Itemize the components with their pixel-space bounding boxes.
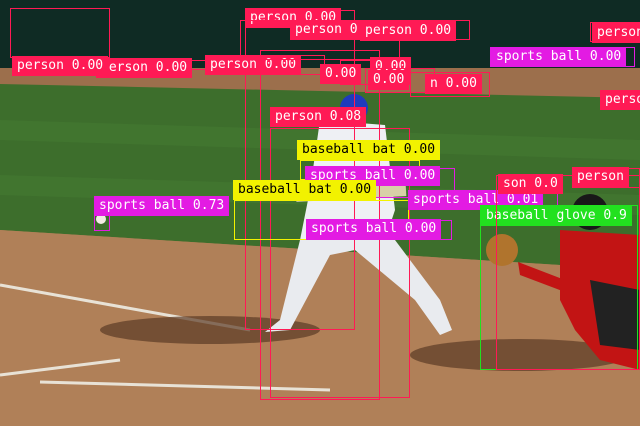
detection-label: baseball bat 0.00 [297, 140, 441, 160]
batter-shadow [100, 316, 320, 344]
detection-label: person 0.00 [205, 55, 302, 75]
detection-label: person 0 [592, 23, 640, 43]
detection-label: baseball bat 0.00 [233, 180, 377, 200]
detection-box [496, 175, 640, 370]
catcher-shadow [410, 339, 630, 371]
detection-label: perso [600, 90, 640, 110]
catcher [486, 194, 640, 370]
detection-label: baseball glove 0.9 [481, 206, 632, 226]
detection-label: person 0.00 [12, 56, 109, 76]
detection-label: sports ball 0.73 [94, 196, 230, 216]
detection-box [10, 8, 110, 58]
detection-label: sports ball 0.00 [306, 219, 442, 239]
detection-label: sports ball 0.00 [491, 47, 627, 67]
detection-box [410, 72, 490, 97]
detection-label: person 0.08 [270, 107, 367, 127]
detection-label: person [572, 167, 629, 187]
detection-label: son 0.0 [498, 174, 563, 194]
detection-label: person 0.00 [96, 58, 193, 78]
detection-label: n 0.00 [425, 74, 482, 94]
detection-label: 0.00 [368, 70, 410, 90]
detection-box [270, 128, 410, 398]
detection-label: person 0.00 [360, 21, 457, 41]
baseball [96, 214, 106, 224]
detection-box [94, 215, 110, 231]
